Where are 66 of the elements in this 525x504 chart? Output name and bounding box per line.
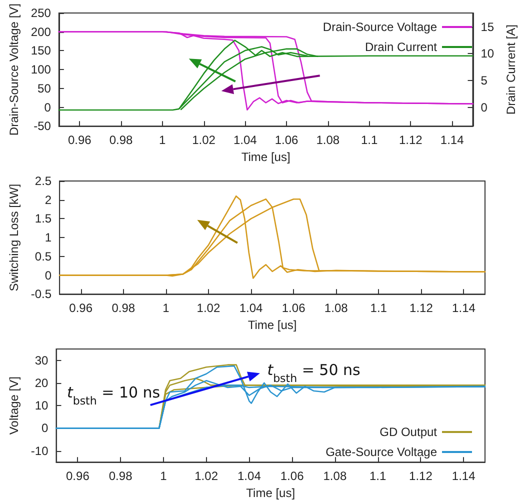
x-tick-label: 1.12 — [409, 469, 433, 484]
y-tick-label: 2 — [44, 192, 52, 207]
x-tick-label: 1.12 — [410, 301, 434, 316]
y2-axis-title: Drain Current [A] — [504, 24, 518, 115]
legend-label: Drain Current — [364, 40, 438, 54]
legend-label: Drain-Source Voltage — [322, 20, 438, 34]
x-tick-label: 0.98 — [112, 301, 136, 316]
y-axis-title: Switching Loss [kW] — [7, 184, 21, 292]
y-tick-label: -50 — [34, 119, 52, 134]
x-tick-label: 1.1 — [369, 469, 386, 484]
x-tick-label: 0.96 — [66, 469, 90, 484]
y2-tick-label: 5 — [480, 74, 488, 88]
x-tick-label: 0.96 — [68, 133, 92, 148]
y-tick-label: 50 — [38, 81, 52, 96]
x-tick-label: 1.14 — [452, 301, 476, 316]
x-tick-label: 1.06 — [274, 133, 299, 148]
y-tick-label: 150 — [30, 44, 52, 58]
x-tick-label: 0.98 — [109, 133, 133, 148]
y-tick-label: 1 — [44, 230, 52, 245]
y-tick-label: -0.5 — [30, 287, 52, 302]
y-tick-label: 0 — [44, 268, 52, 282]
annotation: t$_{bsth}$ = 50 ns — [267, 361, 361, 385]
y-tick-label: 1.5 — [34, 212, 52, 226]
y-tick-label: 20 — [34, 376, 49, 390]
x-tick-label: 0.98 — [108, 469, 133, 484]
y-tick-label: 10 — [34, 398, 49, 413]
x-tick-label: 1.04 — [238, 469, 262, 484]
x-tick-label: 1.08 — [316, 133, 340, 148]
x-tick-label: 1 — [162, 301, 170, 316]
y-tick-label: 200 — [30, 24, 52, 39]
y2-tick-label: 10 — [480, 46, 494, 61]
x-tick-label: 1.02 — [192, 133, 216, 148]
legend-label: Gate-Source Voltage — [326, 445, 438, 459]
annotation: t$_{bsth}$ = 10 ns — [66, 383, 160, 407]
x-tick-label: 1 — [160, 469, 168, 484]
x-tick-label: 0.96 — [69, 301, 93, 316]
x-tick-label: 1.04 — [233, 133, 258, 148]
x-axis-title: Time [us] — [241, 150, 290, 164]
x-tick-label: 1.06 — [282, 301, 306, 316]
x-tick-label: 1.02 — [194, 469, 218, 484]
y-axis-title: Drain-Source Voltage [V] — [7, 4, 21, 136]
x-tick-label: 1 — [159, 133, 166, 148]
x-tick-label: 1.1 — [360, 133, 378, 148]
y-tick-label: 100 — [30, 62, 52, 77]
y-tick-label: 30 — [34, 353, 49, 368]
y2-tick-label: 15 — [480, 20, 494, 34]
x-axis-title: Time [us] — [246, 486, 296, 500]
y-tick-label: 0 — [44, 100, 52, 114]
y-tick-label: 250 — [30, 6, 52, 20]
x-tick-label: 1.14 — [452, 469, 476, 484]
legend-label: GD Output — [380, 425, 438, 439]
y-tick-label: -10 — [30, 444, 49, 458]
y-axis-title: Voltage [V] — [7, 376, 21, 435]
x-tick-label: 1.06 — [280, 469, 304, 484]
y2-tick-label: 0 — [480, 100, 488, 114]
x-tick-label: 1.14 — [440, 133, 464, 148]
x-tick-label: 1.1 — [370, 301, 388, 316]
y-tick-label: 0.5 — [34, 249, 52, 264]
x-tick-label: 1.02 — [196, 301, 220, 316]
x-tick-label: 1.12 — [399, 133, 423, 148]
x-tick-label: 1.08 — [324, 301, 348, 316]
x-tick-label: 1.04 — [239, 301, 264, 316]
y-tick-label: 0 — [42, 421, 49, 436]
y-tick-label: 2.5 — [34, 174, 52, 188]
x-tick-label: 1.08 — [323, 469, 347, 484]
x-axis-title: Time [us] — [248, 318, 297, 332]
